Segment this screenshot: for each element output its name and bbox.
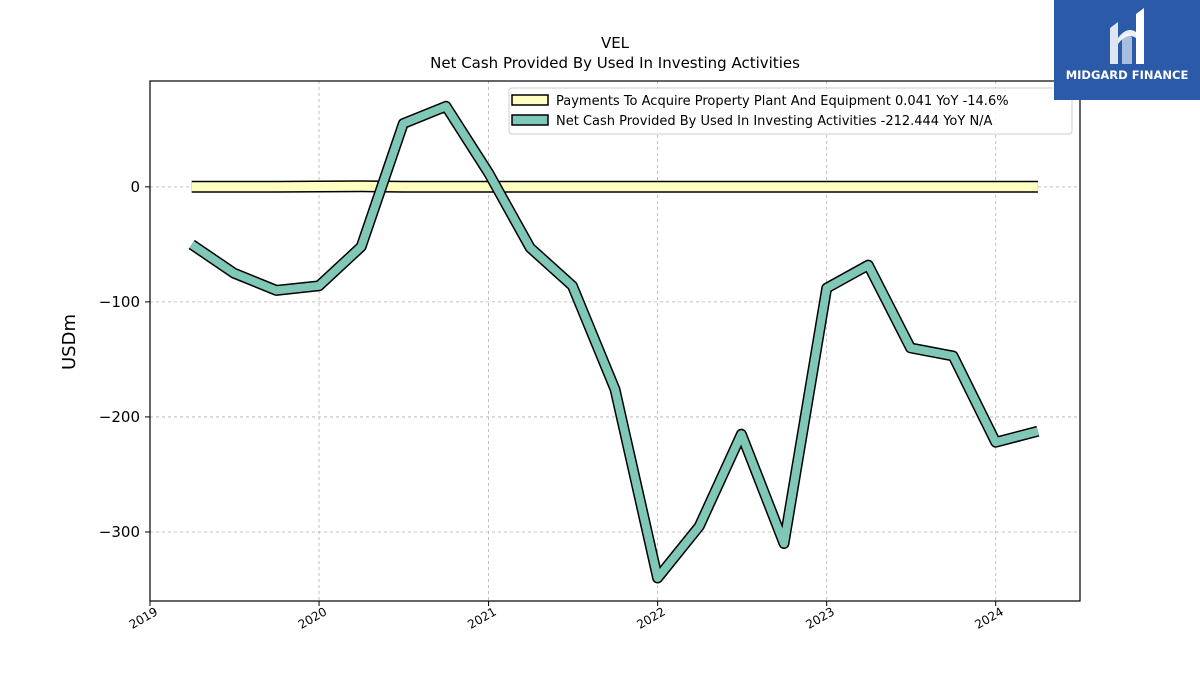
y-tick-label: −100: [99, 293, 140, 311]
grid: [150, 81, 1080, 601]
legend-entry: Net Cash Provided By Used In Investing A…: [556, 114, 993, 129]
chart-title: VEL: [601, 34, 630, 52]
series-line: [191, 181, 1038, 192]
legend-entry: Payments To Acquire Property Plant And E…: [556, 94, 1009, 109]
plot-frame: [149, 80, 1081, 602]
x-tick-label: 2019: [127, 604, 160, 631]
x-tick-label: 2024: [972, 604, 1005, 631]
y-tick-label: −200: [99, 408, 140, 426]
logo-text: MIDGARD FINANCE: [1065, 68, 1189, 82]
legend-box: [508, 87, 1073, 135]
legend-swatch: [511, 114, 549, 126]
x-tick-label: 2022: [634, 604, 667, 631]
midgard-logo-icon: [1110, 8, 1144, 64]
chart-subtitle: Net Cash Provided By Used In Investing A…: [430, 54, 800, 72]
ticks: 2019 2020 2021 2022 2023 2024 0 −100 −200 −300: [99, 178, 1006, 632]
y-axis-label: USDm: [59, 314, 80, 370]
y-tick-label: 0: [130, 178, 140, 196]
y-tick-label: −300: [99, 523, 140, 541]
legend-swatch: [511, 94, 549, 106]
x-tick-label: 2020: [296, 604, 329, 631]
series-layer: [188, 100, 1040, 584]
midgard-finance-logo: MIDGARD FINANCE: [1054, 0, 1200, 100]
x-tick-label: 2021: [465, 604, 498, 631]
x-tick-label: 2023: [803, 604, 836, 631]
legend: Payments To Acquire Property Plant And E…: [508, 87, 1073, 135]
series-line: [189, 102, 1039, 582]
